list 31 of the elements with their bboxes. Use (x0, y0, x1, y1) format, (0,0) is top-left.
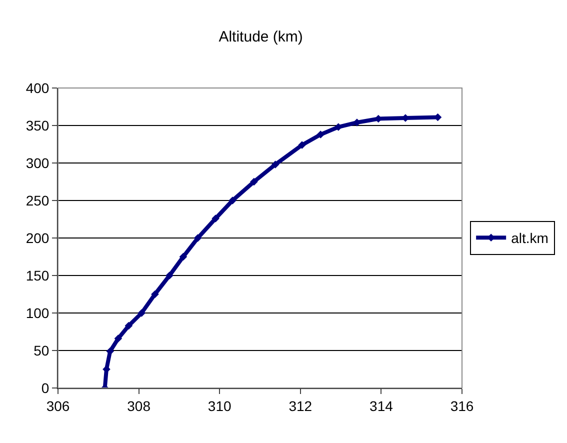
point (250, 178, 258, 186)
y-tick-label: 200 (26, 230, 50, 246)
legend-label: alt.km (511, 230, 548, 246)
chart-title: Altitude (km) (218, 28, 303, 46)
y-tick-label: 0 (41, 380, 50, 396)
x-tick-label: 308 (127, 398, 151, 414)
x-tick-label: 306 (46, 398, 70, 414)
point (114, 334, 122, 342)
y-tick-label: 100 (26, 304, 50, 321)
point (212, 214, 220, 222)
point (228, 196, 236, 204)
point (166, 272, 174, 280)
point (124, 322, 133, 330)
y-tick-label: 300 (26, 154, 50, 171)
x-tick-label: 314 (370, 398, 394, 414)
y-tick-label: 400 (26, 80, 50, 96)
point (298, 141, 306, 149)
y-tick-label: 350 (26, 117, 50, 134)
point (194, 234, 202, 242)
y-tick-label: 250 (26, 192, 50, 208)
point (334, 123, 342, 131)
point (138, 309, 146, 317)
point (271, 160, 280, 168)
y-tick-label: 50 (34, 342, 50, 358)
point (179, 252, 188, 261)
x-tick-label: 316 (450, 398, 474, 414)
y-tick-label: 150 (26, 267, 50, 284)
point (316, 130, 324, 138)
point (151, 290, 159, 298)
x-tick-label: 312 (288, 398, 312, 414)
x-tick-label: 310 (208, 398, 232, 414)
